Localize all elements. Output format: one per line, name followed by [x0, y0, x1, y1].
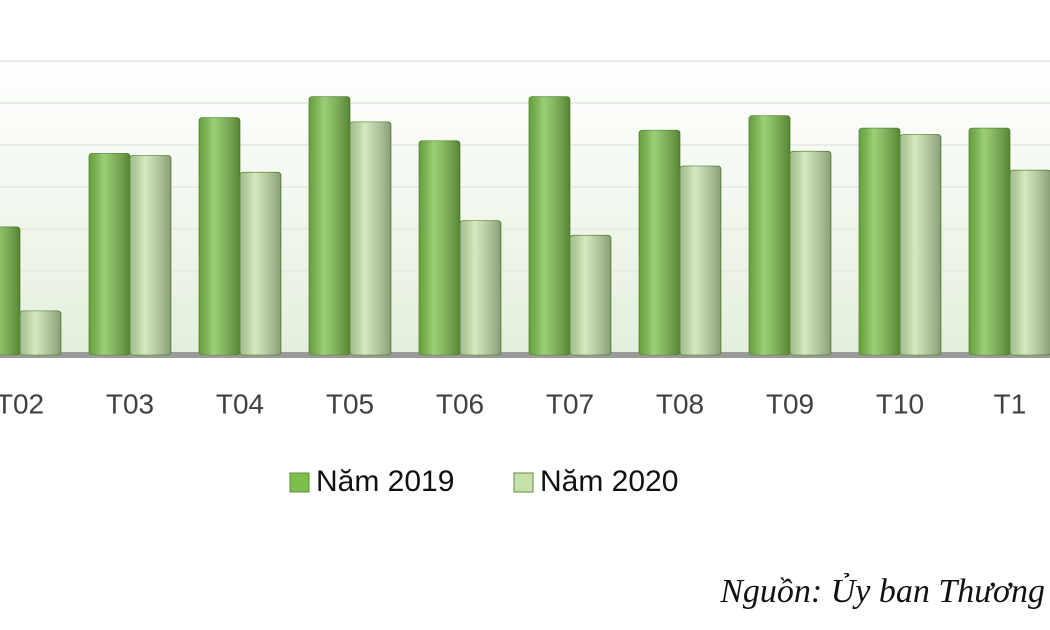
bar-shade [240, 172, 281, 355]
bar-shade [749, 115, 790, 355]
bar-shade [130, 155, 171, 355]
bar-shade [570, 235, 611, 355]
legend-label: Năm 2019 [316, 465, 454, 498]
bar-shade [639, 130, 680, 355]
x-tick-label: T04 [216, 388, 264, 419]
x-tick-label: T05 [326, 388, 374, 419]
x-tick-label: T1 [994, 388, 1027, 419]
bar-shade [529, 96, 570, 355]
bar-shade [790, 151, 831, 355]
x-tick-label: T09 [766, 388, 814, 419]
bar-shade [20, 310, 61, 355]
x-tick-label: T07 [546, 388, 594, 419]
floor [0, 352, 1050, 358]
bar-shade [1010, 170, 1050, 355]
legend-swatch [513, 472, 534, 493]
x-tick-label: T10 [876, 388, 924, 419]
bar-shade [859, 128, 900, 355]
x-tick-label: T06 [436, 388, 484, 419]
bar-shade [309, 96, 350, 355]
x-tick-label: T03 [106, 388, 154, 419]
bar-shade [350, 121, 391, 356]
bar-shade [900, 134, 941, 355]
bar-shade [969, 128, 1010, 355]
bar-shade [0, 226, 20, 355]
source-note: Nguồn: Ủy ban Thương [719, 573, 1045, 610]
bar-shade [419, 140, 460, 355]
legend-swatch [289, 472, 310, 493]
legend-label: Năm 2020 [540, 465, 678, 498]
bar-shade [199, 117, 240, 355]
bar-shade [460, 220, 501, 355]
x-tick-label: T08 [656, 388, 704, 419]
bar-shade [89, 153, 130, 355]
bar-shade [680, 166, 721, 355]
x-tick-label: T02 [0, 388, 44, 419]
